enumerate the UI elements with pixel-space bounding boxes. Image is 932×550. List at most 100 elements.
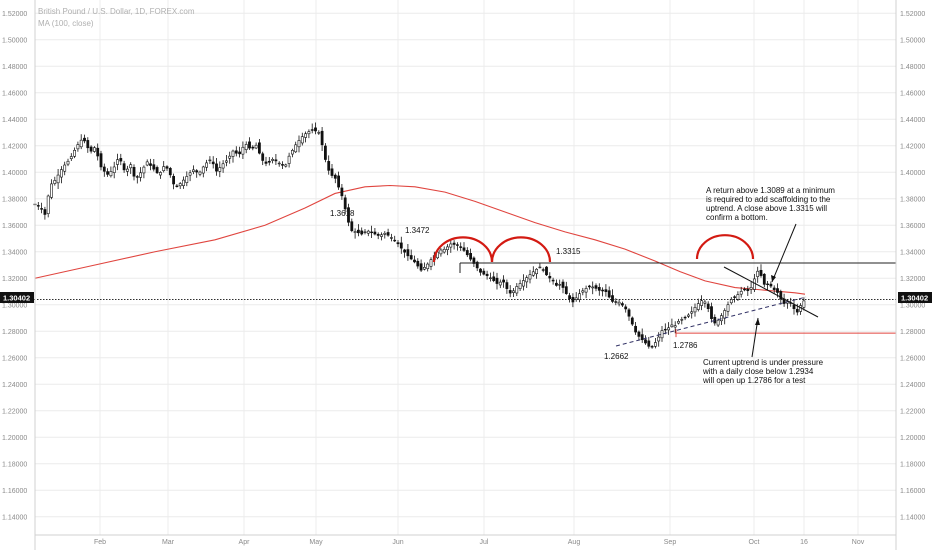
note-top-line-2: is required to add scaffolding to the bbox=[706, 195, 831, 204]
candle-body bbox=[215, 163, 218, 172]
y-tick-label-right: 1.14000 bbox=[900, 514, 925, 521]
time-axis: Feb Mar Apr May Jun Jul Aug Sep Oct 16 Nov bbox=[94, 539, 865, 546]
candle-body bbox=[736, 294, 740, 300]
candle-body bbox=[749, 287, 753, 290]
candle-body bbox=[683, 316, 687, 319]
candle-body bbox=[495, 277, 499, 284]
candle-body bbox=[469, 253, 473, 260]
candle-body bbox=[551, 279, 555, 282]
candle-body bbox=[614, 301, 618, 303]
candle-body bbox=[73, 149, 77, 157]
candle-body bbox=[578, 293, 581, 300]
candle-body bbox=[83, 137, 86, 142]
uptrend-dashed-line bbox=[615, 296, 807, 347]
candle-body bbox=[244, 144, 248, 150]
candle-body bbox=[330, 168, 334, 176]
candle-body bbox=[512, 290, 515, 293]
candle-body bbox=[175, 185, 179, 188]
candle-body bbox=[386, 232, 390, 236]
candle-body bbox=[264, 161, 268, 164]
candle-body bbox=[541, 269, 545, 271]
candle-body bbox=[155, 167, 159, 174]
note-bottom: Current uptrend is under pressure with a… bbox=[702, 358, 824, 385]
candle-body bbox=[251, 146, 255, 149]
candle-body bbox=[657, 336, 661, 342]
y-tick-label-left: 1.30000 bbox=[2, 302, 27, 309]
candle-body bbox=[106, 171, 110, 175]
note-top-arrowhead bbox=[771, 275, 776, 282]
chart-title: British Pound / U.S. Dollar, 1D, FOREX.c… bbox=[38, 7, 195, 16]
candle-body bbox=[96, 147, 100, 157]
candle-body bbox=[59, 169, 63, 178]
candle-body bbox=[475, 261, 479, 269]
candle-body bbox=[261, 153, 265, 161]
y-tick-label-right: 1.48000 bbox=[900, 64, 925, 71]
candle-body bbox=[340, 187, 344, 197]
candle-body bbox=[647, 340, 651, 347]
candle-body bbox=[706, 303, 710, 310]
candle-body bbox=[558, 284, 562, 286]
candle-body bbox=[597, 287, 601, 291]
indicator-label: MA (100, close) bbox=[38, 19, 94, 28]
candle-body bbox=[535, 268, 539, 275]
candle-body bbox=[126, 168, 129, 172]
note-top-line-1: A return above 1.3089 at a minimum bbox=[706, 186, 835, 195]
candle-body bbox=[350, 221, 354, 232]
candle-body bbox=[660, 330, 664, 339]
candle-body bbox=[314, 127, 317, 132]
candle-body bbox=[307, 131, 311, 135]
candle-body bbox=[627, 309, 631, 317]
candle-body bbox=[429, 259, 433, 267]
level-label-1-3618: 1.3618 bbox=[330, 209, 355, 218]
candle-body bbox=[310, 129, 314, 131]
candle-body bbox=[677, 321, 680, 324]
candle-body bbox=[323, 145, 327, 160]
candle-body bbox=[416, 260, 420, 267]
candle-body bbox=[165, 166, 169, 169]
candle-body bbox=[188, 172, 192, 176]
x-tick-label: Jul bbox=[480, 539, 489, 546]
candle-body bbox=[452, 242, 456, 245]
x-tick-label: Feb bbox=[94, 539, 106, 546]
candle-body bbox=[521, 280, 525, 287]
candle-body bbox=[208, 159, 212, 162]
candle-body bbox=[442, 248, 446, 253]
candle-body bbox=[211, 161, 215, 165]
candle-body bbox=[802, 300, 806, 308]
candle-body bbox=[756, 270, 760, 277]
candle-body bbox=[221, 163, 225, 169]
y-tick-label-left: 1.24000 bbox=[2, 382, 27, 389]
y-tick-label-left: 1.48000 bbox=[2, 64, 27, 71]
candle-body bbox=[363, 231, 367, 233]
candle-body bbox=[653, 342, 657, 347]
y-tick-label-right: 1.16000 bbox=[900, 488, 925, 495]
candle-body bbox=[561, 281, 565, 288]
candle-body bbox=[498, 281, 502, 286]
candle-body bbox=[667, 327, 671, 331]
candle-body bbox=[766, 283, 770, 286]
candle-body bbox=[525, 277, 529, 283]
candle-body bbox=[287, 155, 291, 164]
candle-body bbox=[409, 255, 413, 260]
candle-body bbox=[343, 197, 347, 210]
candle-body bbox=[779, 291, 783, 300]
price-tag-right-bg bbox=[898, 292, 932, 303]
candle-body bbox=[228, 155, 232, 159]
candle-body bbox=[257, 142, 261, 154]
annotation-drawings bbox=[34, 223, 898, 358]
candle-body bbox=[271, 159, 275, 161]
candle-body bbox=[762, 273, 766, 285]
candle-body bbox=[383, 232, 387, 235]
price-tag-left-text: 1.30402 bbox=[3, 294, 30, 303]
candle-body bbox=[294, 144, 298, 153]
y-tick-label-left: 1.18000 bbox=[2, 461, 27, 468]
y-tick-label-right: 1.40000 bbox=[900, 170, 925, 177]
candle-body bbox=[482, 270, 486, 275]
candle-body bbox=[703, 301, 707, 304]
candle-body bbox=[637, 331, 641, 337]
candle-body bbox=[56, 174, 60, 184]
y-tick-label-left: 1.14000 bbox=[2, 514, 27, 521]
candle-body bbox=[733, 296, 737, 298]
candle-body bbox=[554, 282, 558, 286]
